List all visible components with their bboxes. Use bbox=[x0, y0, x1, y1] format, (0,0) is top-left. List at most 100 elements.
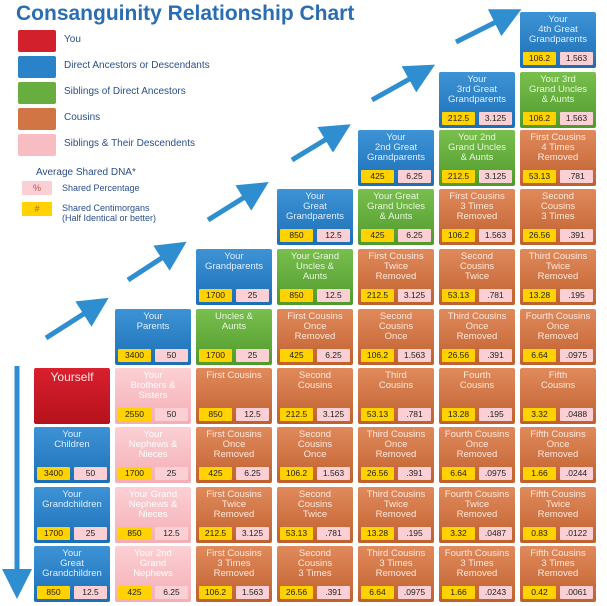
cell-centimorgans: 212.5 bbox=[199, 527, 232, 540]
relationship-cell: Third Cousins Twice Removed 13.28 .195 bbox=[358, 487, 434, 543]
cell-label: Third Cousins bbox=[378, 370, 414, 391]
cell-centimorgans: 6.64 bbox=[523, 349, 556, 362]
cell-centimorgans: 106.2 bbox=[361, 349, 394, 362]
cell-percentage: 6.25 bbox=[398, 229, 431, 242]
cm-label: Shared Centimorgans (Half Identical or b… bbox=[62, 203, 157, 223]
cell-label: Yourself bbox=[50, 370, 94, 384]
cell-label: Second Cousins Once bbox=[378, 311, 414, 342]
cell-percentage: .0488 bbox=[560, 408, 593, 421]
cell-label: Fifth Cousins Once Removed bbox=[530, 429, 586, 460]
cell-percentage: .781 bbox=[560, 170, 593, 183]
cell-centimorgans: 3.32 bbox=[442, 527, 475, 540]
cell-centimorgans: 425 bbox=[361, 229, 394, 242]
cell-centimorgans: 850 bbox=[280, 229, 313, 242]
cell-label: Your Brothers & Sisters bbox=[130, 370, 176, 401]
cell-label: Fifth Cousins Twice Removed bbox=[530, 489, 586, 520]
cell-label: First Cousins bbox=[206, 370, 262, 381]
cell-label: Your Parents bbox=[136, 311, 170, 332]
cell-label: First Cousins Twice Removed bbox=[368, 251, 424, 282]
legend-swatch bbox=[18, 30, 56, 52]
up-arrow-icon bbox=[44, 297, 109, 341]
cell-label: Second Cousins Once bbox=[297, 429, 333, 460]
relationship-cell: Uncles & Aunts 1700 25 bbox=[196, 309, 272, 365]
cell-label: Third Cousins Once Removed bbox=[366, 429, 426, 460]
cell-percentage: .195 bbox=[479, 408, 512, 421]
legend-item-you: You bbox=[16, 30, 246, 52]
cell-percentage: .0487 bbox=[479, 527, 512, 540]
relationship-cell: Fourth Cousins Twice Removed 3.32 .0487 bbox=[439, 487, 515, 543]
cell-centimorgans: 212.5 bbox=[442, 112, 475, 125]
legend-swatch bbox=[18, 134, 56, 156]
relationship-cell: Your 4th Great Grandparents 106.2 1.563 bbox=[520, 12, 596, 68]
cell-percentage: 1.563 bbox=[398, 349, 431, 362]
relationship-cell: Your Great Grand Uncles & Aunts 425 6.25 bbox=[358, 189, 434, 245]
cell-label: First Cousins 4 Times Removed bbox=[530, 132, 586, 163]
cm-swatch: # bbox=[22, 202, 52, 216]
relationship-cell: Fourth Cousins 13.28 .195 bbox=[439, 368, 515, 424]
cell-label: First Cousins Once Removed bbox=[206, 429, 262, 460]
cell-centimorgans: 212.5 bbox=[361, 289, 394, 302]
legend-label: Siblings & Their Descendents bbox=[64, 138, 195, 149]
relationship-cell: Fifth Cousins 3.32 .0488 bbox=[520, 368, 596, 424]
relationship-cell: Your Grandparents 1700 25 bbox=[196, 249, 272, 305]
cell-label: Your 3rd Great Grandparents bbox=[447, 74, 507, 105]
cell-centimorgans: 26.56 bbox=[280, 586, 313, 599]
cell-label: Your Nephews & Nieces bbox=[128, 429, 178, 460]
legend-item-siblings-ancestors: Siblings of Direct Ancestors bbox=[16, 82, 246, 104]
relationship-cell: Yourself bbox=[34, 368, 110, 424]
pct-label: Shared Percentage bbox=[62, 183, 140, 193]
cell-percentage: 12.5 bbox=[74, 586, 107, 599]
relationship-cell: Your Grand Uncles & Aunts 850 12.5 bbox=[277, 249, 353, 305]
cell-percentage: 3.125 bbox=[236, 527, 269, 540]
cell-percentage: .391 bbox=[479, 349, 512, 362]
cell-centimorgans: 425 bbox=[361, 170, 394, 183]
chart-title: Consanguinity Relationship Chart bbox=[16, 2, 355, 25]
cell-percentage: 25 bbox=[236, 289, 269, 302]
cell-centimorgans: 425 bbox=[199, 467, 232, 480]
cell-centimorgans: 1.66 bbox=[523, 467, 556, 480]
cell-centimorgans: 425 bbox=[280, 349, 313, 362]
cell-label: First Cousins Once Removed bbox=[287, 311, 343, 342]
legend-label: You bbox=[64, 34, 81, 45]
cell-centimorgans: 6.64 bbox=[361, 586, 394, 599]
cell-percentage: .391 bbox=[398, 467, 431, 480]
cell-label: Your 4th Great Grandparents bbox=[528, 14, 588, 45]
relationship-cell: Your Great Grandchildren 850 12.5 bbox=[34, 546, 110, 602]
relationship-cell: Third Cousins Once Removed 26.56 .391 bbox=[439, 309, 515, 365]
cell-percentage: 6.25 bbox=[155, 586, 188, 599]
relationship-cell: Fifth Cousins Twice Removed 0.83 .0122 bbox=[520, 487, 596, 543]
cell-centimorgans: 53.13 bbox=[523, 170, 556, 183]
cell-percentage: 3.125 bbox=[398, 289, 431, 302]
cell-percentage: 1.563 bbox=[236, 586, 269, 599]
cell-percentage: .391 bbox=[560, 229, 593, 242]
cell-label: Second Cousins bbox=[297, 370, 333, 391]
relationship-cell: Your Parents 3400 50 bbox=[115, 309, 191, 365]
legend-label: Direct Ancestors or Descendants bbox=[64, 60, 210, 71]
cell-centimorgans: 850 bbox=[280, 289, 313, 302]
relationship-cell: Second Cousins Once 106.2 1.563 bbox=[277, 427, 353, 483]
cell-centimorgans: 2550 bbox=[118, 408, 151, 421]
cell-percentage: .0975 bbox=[560, 349, 593, 362]
relationship-cell: Your 3rd Grand Uncles & Aunts 106.2 1.563 bbox=[520, 72, 596, 128]
cell-centimorgans: 1.66 bbox=[442, 586, 475, 599]
cell-label: Your Grandparents bbox=[204, 251, 264, 272]
cell-centimorgans: 26.56 bbox=[442, 349, 475, 362]
relationship-cell: Your 2nd Grand Uncles & Aunts 212.5 3.125 bbox=[439, 130, 515, 186]
relationship-cell: Third Cousins 53.13 .781 bbox=[358, 368, 434, 424]
legend-swatch bbox=[18, 56, 56, 78]
cell-label: Your 2nd Grand Nephews bbox=[133, 548, 173, 579]
cell-percentage: .0975 bbox=[479, 467, 512, 480]
cell-centimorgans: 13.28 bbox=[361, 527, 394, 540]
cell-label: Fourth Cousins bbox=[459, 370, 495, 391]
cell-label: Your Great Grand Uncles & Aunts bbox=[366, 191, 426, 222]
cell-centimorgans: 850 bbox=[37, 586, 70, 599]
relationship-cell: Second Cousins 212.5 3.125 bbox=[277, 368, 353, 424]
cell-centimorgans: 212.5 bbox=[442, 170, 475, 183]
cell-percentage: 3.125 bbox=[479, 112, 512, 125]
cell-percentage: 25 bbox=[155, 467, 188, 480]
cell-percentage: .0244 bbox=[560, 467, 593, 480]
cell-label: Third Cousins Twice Removed bbox=[528, 251, 588, 282]
cell-percentage: 12.5 bbox=[236, 408, 269, 421]
cell-percentage: .195 bbox=[398, 527, 431, 540]
cell-centimorgans: 850 bbox=[118, 527, 151, 540]
